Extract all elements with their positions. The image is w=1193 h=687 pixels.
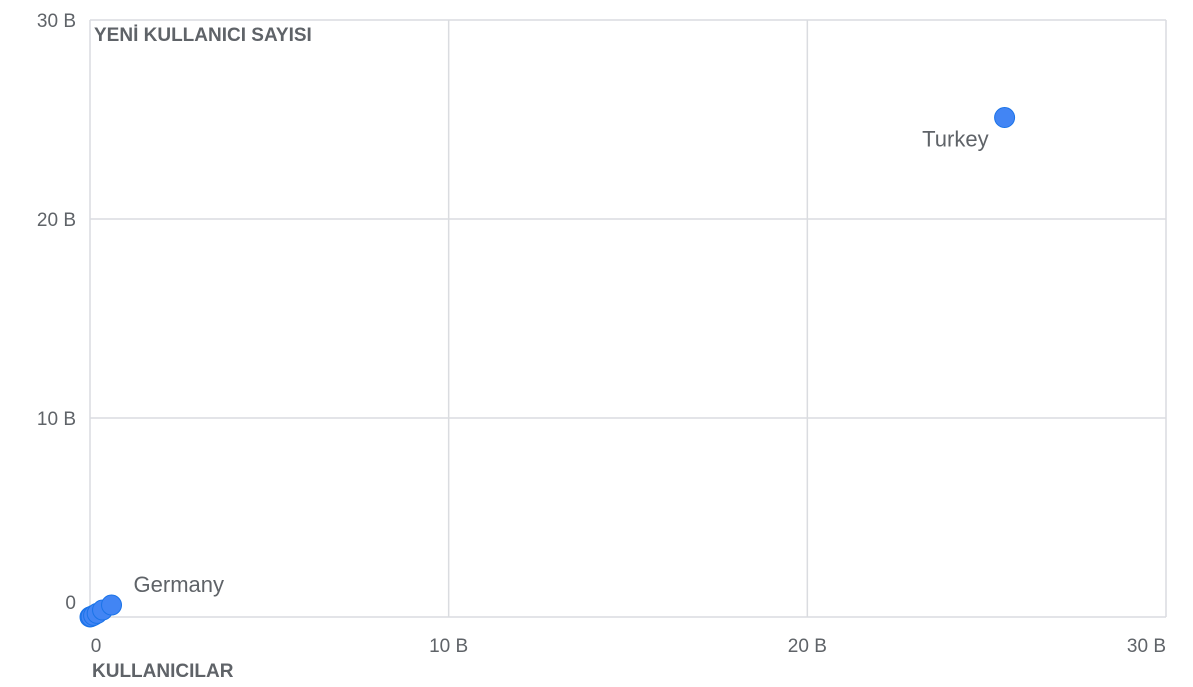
data-point[interactable]	[101, 594, 123, 616]
data-points	[79, 107, 1016, 628]
data-point[interactable]	[994, 107, 1016, 129]
y-tick-label: 20 B	[37, 210, 76, 231]
x-axis-title: KULLANICILAR	[92, 661, 234, 682]
y-tick-label: 0	[65, 593, 76, 614]
y-axis-title: YENİ KULLANICI SAYISI	[94, 25, 312, 46]
axis-ticks: 0 10 B 20 B 30 B 0 10 B 20 B 30 B	[37, 11, 1166, 657]
data-point-label: Turkey	[922, 127, 988, 152]
x-tick-label: 0	[91, 636, 102, 657]
y-tick-label: 10 B	[37, 409, 76, 430]
grid	[89, 19, 1167, 618]
point-labels: Turkey Germany	[134, 127, 989, 598]
data-point-label: Germany	[134, 572, 224, 597]
x-tick-label: 20 B	[788, 636, 827, 657]
x-tick-label: 10 B	[429, 636, 468, 657]
x-tick-label: 30 B	[1127, 636, 1166, 657]
y-tick-label: 30 B	[37, 11, 76, 32]
